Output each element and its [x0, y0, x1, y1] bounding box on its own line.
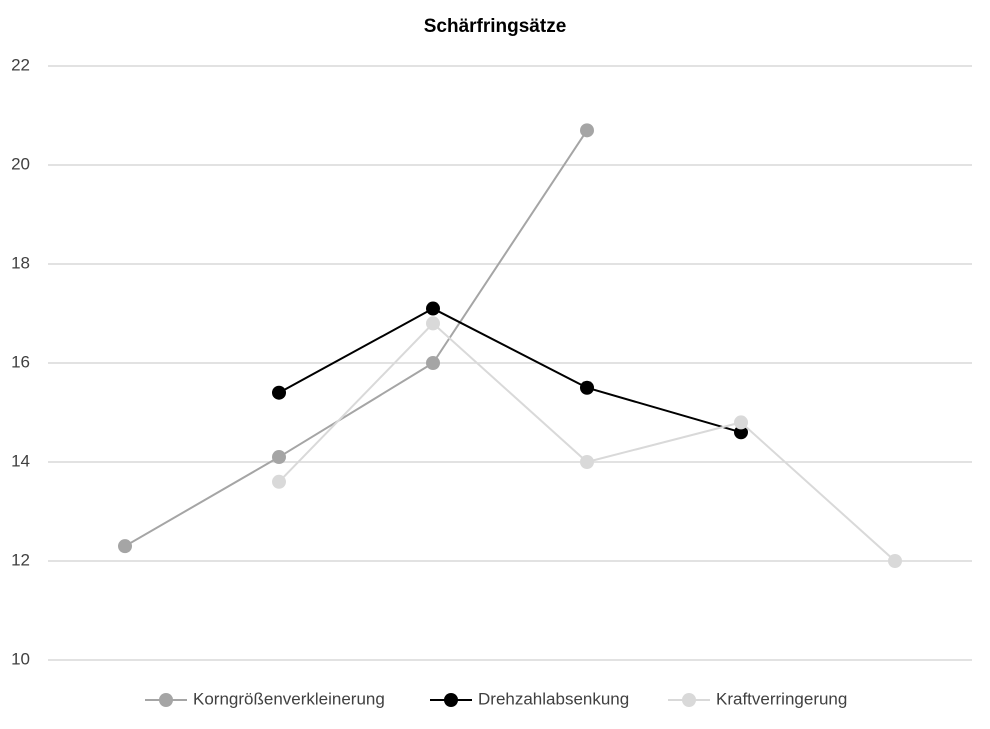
series-line — [124, 129, 588, 548]
data-point — [580, 455, 594, 469]
data-point — [580, 123, 594, 138]
data-point — [426, 301, 440, 316]
y-tick-label: 16 — [11, 352, 30, 371]
data-point — [272, 385, 286, 400]
y-tick-label: 12 — [11, 550, 30, 569]
y-tick-label: 14 — [11, 451, 30, 470]
series-line — [278, 307, 742, 434]
data-point — [272, 474, 286, 489]
y-tick-label: 10 — [11, 649, 30, 668]
data-point — [118, 539, 132, 554]
y-tick-label: 20 — [11, 154, 30, 173]
legend-label: Korngrößenverkleinerung — [193, 689, 385, 708]
y-tick-label: 22 — [11, 55, 30, 74]
data-point — [734, 415, 748, 430]
legend-marker — [159, 693, 173, 707]
legend-marker — [444, 693, 458, 707]
series-line — [278, 322, 896, 562]
legend-label: Drehzahlabsenkung — [478, 689, 629, 708]
data-point — [888, 554, 902, 568]
data-point — [734, 425, 748, 440]
data-point — [426, 316, 440, 331]
data-point — [426, 356, 440, 370]
legend-marker — [682, 693, 696, 707]
data-point — [272, 450, 286, 465]
chart-title: Schärfringsätze — [424, 16, 567, 37]
legend-label: Kraftverringerung — [716, 689, 847, 708]
y-tick-label: 18 — [11, 253, 30, 272]
data-point — [580, 380, 594, 395]
